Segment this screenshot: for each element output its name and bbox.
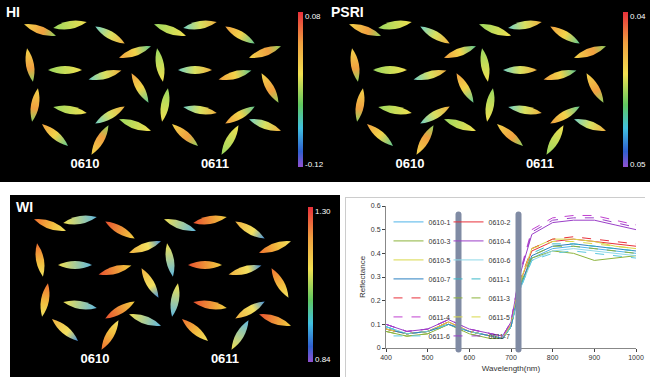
- svg-text:0611-4: 0611-4: [429, 314, 450, 321]
- svg-text:0610-3: 0610-3: [429, 238, 451, 245]
- svg-text:0.08: 0.08: [305, 12, 321, 21]
- svg-text:0611: 0611: [211, 351, 239, 366]
- svg-text:0.4: 0.4: [371, 250, 381, 257]
- svg-text:WI: WI: [16, 199, 33, 215]
- svg-text:0.05: 0.05: [630, 160, 646, 169]
- svg-text:0.3: 0.3: [371, 273, 381, 280]
- svg-text:0610-1: 0610-1: [429, 219, 451, 226]
- svg-text:0.2: 0.2: [371, 297, 381, 304]
- svg-text:0611-2: 0611-2: [429, 295, 450, 302]
- svg-text:0611-7: 0611-7: [489, 333, 510, 340]
- svg-text:0610-6: 0610-6: [489, 257, 511, 264]
- svg-text:0611-1: 0611-1: [489, 276, 510, 283]
- svg-text:1000: 1000: [628, 354, 644, 361]
- svg-text:0610: 0610: [71, 156, 100, 171]
- svg-text:600: 600: [463, 354, 475, 361]
- svg-text:0611-3: 0611-3: [489, 295, 510, 302]
- svg-text:900: 900: [588, 354, 600, 361]
- svg-text:500: 500: [422, 354, 434, 361]
- svg-text:0: 0: [377, 344, 381, 351]
- svg-text:1.30: 1.30: [315, 207, 331, 216]
- svg-text:PSRI: PSRI: [331, 4, 364, 20]
- svg-text:400: 400: [380, 354, 392, 361]
- svg-text:HI: HI: [6, 4, 20, 20]
- svg-text:Reflectance: Reflectance: [358, 255, 367, 298]
- svg-text:Wavelength(nm): Wavelength(nm): [482, 364, 541, 373]
- svg-text:0.1: 0.1: [371, 321, 381, 328]
- svg-text:0611-6: 0611-6: [429, 333, 450, 340]
- svg-text:0.84: 0.84: [315, 355, 331, 364]
- svg-text:700: 700: [505, 354, 517, 361]
- svg-text:0611: 0611: [201, 156, 229, 171]
- svg-text:0610-5: 0610-5: [429, 257, 451, 264]
- svg-text:-0.12: -0.12: [305, 160, 324, 169]
- svg-text:0611: 0611: [526, 156, 554, 171]
- svg-text:0610: 0610: [396, 156, 425, 171]
- svg-text:0.5: 0.5: [371, 226, 381, 233]
- svg-text:0611-5: 0611-5: [489, 314, 510, 321]
- svg-text:0.6: 0.6: [371, 202, 381, 209]
- svg-text:800: 800: [547, 354, 559, 361]
- svg-text:0610: 0610: [81, 351, 110, 366]
- svg-text:0.04: 0.04: [630, 12, 646, 21]
- svg-text:0610-7: 0610-7: [429, 276, 451, 283]
- svg-text:0610-2: 0610-2: [489, 219, 511, 226]
- svg-text:0610-4: 0610-4: [489, 238, 511, 245]
